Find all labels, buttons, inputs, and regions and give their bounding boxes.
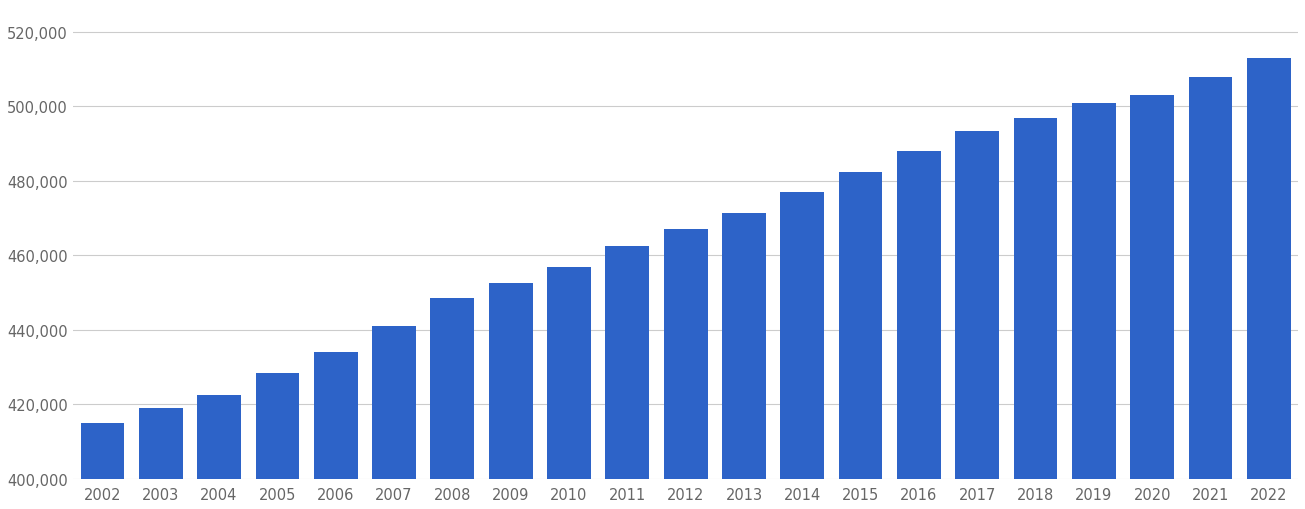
Bar <box>955 131 1000 479</box>
Bar <box>547 267 591 479</box>
Bar <box>256 373 299 479</box>
Bar <box>431 299 474 479</box>
Bar <box>138 408 183 479</box>
Bar <box>197 395 241 479</box>
Bar <box>839 172 882 479</box>
Bar <box>372 326 416 479</box>
Bar <box>1071 103 1116 479</box>
Bar <box>1014 119 1057 479</box>
Bar <box>664 230 707 479</box>
Bar <box>313 352 358 479</box>
Bar <box>1248 59 1291 479</box>
Bar <box>1130 96 1174 479</box>
Bar <box>81 423 124 479</box>
Bar <box>1189 77 1232 479</box>
Bar <box>722 213 766 479</box>
Bar <box>780 193 825 479</box>
Bar <box>897 152 941 479</box>
Bar <box>606 246 649 479</box>
Bar <box>489 284 532 479</box>
